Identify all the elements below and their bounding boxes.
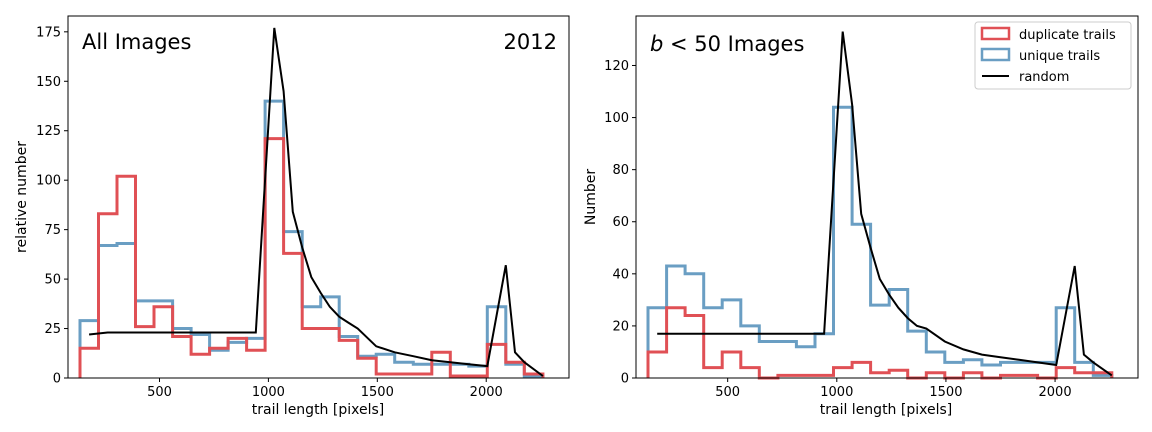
x-tick-label: 2000: [1039, 385, 1072, 400]
y-axis-label: relative number: [14, 141, 30, 253]
x-tick-label: 500: [147, 385, 172, 400]
y-tick-label: 0: [621, 372, 629, 387]
random-line: [657, 31, 1113, 377]
right-chart-ticks: 500 1000 1500 2000 0 20 40 60 80 100 120: [604, 59, 1071, 400]
panel-label-year: 2012: [504, 30, 557, 54]
legend: duplicate trails unique trails random: [974, 21, 1132, 90]
y-tick-label: 125: [36, 124, 61, 139]
duplicate-trails-histogram: [646, 306, 1114, 380]
y-tick-label: 175: [36, 25, 61, 40]
legend-swatch-unique: [980, 47, 1011, 62]
panel-label-b-images: b < 50 Images: [650, 32, 804, 56]
math-symbol-b: b: [650, 32, 663, 56]
y-tick-label: 25: [44, 322, 61, 337]
panel-label-rest: < 50 Images: [663, 32, 804, 56]
legend-label-duplicate: duplicate trails: [1019, 28, 1116, 43]
panel-label-all-images: All Images: [82, 30, 191, 54]
left-chart-marks: [78, 27, 545, 378]
legend-swatch-duplicate: [980, 26, 1011, 41]
y-tick-label: 0: [53, 372, 61, 387]
y-tick-label: 20: [612, 319, 629, 334]
y-tick-label: 100: [604, 111, 629, 126]
y-tick-label: 120: [604, 59, 629, 74]
x-tick-label: 500: [715, 385, 740, 400]
x-tick-label: 1500: [361, 385, 394, 400]
y-tick-label: 80: [612, 163, 629, 178]
plot-background: [68, 16, 569, 378]
y-axis-label: Number: [583, 169, 599, 225]
duplicate-trails-histogram: [78, 137, 545, 378]
y-tick-label: 75: [44, 223, 61, 238]
legend-label-random: random: [1019, 70, 1069, 85]
random-line: [88, 27, 544, 377]
y-tick-label: 150: [36, 75, 61, 90]
x-axis-label: trail length [pixels]: [252, 402, 384, 418]
legend-label-unique: unique trails: [1019, 49, 1100, 64]
y-tick-label: 100: [36, 174, 61, 189]
left-chart-ticks: 500 1000 1500 2000 0 25 50 75 100 125 150 175: [36, 25, 503, 400]
right-chart: 500 1000 1500 2000 0 20 40 60 80 100 120 b < 50 Im…: [583, 15, 1139, 418]
y-tick-label: 60: [612, 215, 629, 230]
right-chart-marks: [646, 31, 1114, 380]
plot-frame: [635, 15, 1139, 379]
legend-box: [974, 21, 1132, 90]
y-tick-label: 50: [44, 273, 61, 288]
x-tick-label: 2000: [470, 385, 503, 400]
x-tick-label: 1000: [252, 385, 285, 400]
x-tick-label: 1000: [820, 385, 853, 400]
x-axis-label: trail length [pixels]: [820, 402, 952, 418]
left-chart: 500 1000 1500 2000 0 25 50 75 100 125 150 175 All I…: [14, 15, 570, 418]
x-tick-label: 1500: [929, 385, 962, 400]
plot-frame: [67, 15, 570, 379]
y-tick-label: 40: [612, 267, 629, 282]
